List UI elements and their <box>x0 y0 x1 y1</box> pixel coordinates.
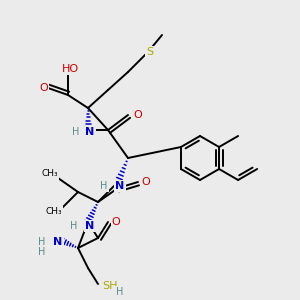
Text: O: O <box>40 83 48 93</box>
Text: CH₃: CH₃ <box>46 208 62 217</box>
Text: H: H <box>100 181 108 191</box>
Text: O: O <box>134 110 142 120</box>
Text: N: N <box>85 221 94 231</box>
Text: N: N <box>53 237 63 247</box>
Text: HO: HO <box>61 64 79 74</box>
Text: SH: SH <box>102 281 118 291</box>
Text: CH₃: CH₃ <box>42 169 58 178</box>
Text: H: H <box>72 127 80 137</box>
Text: N: N <box>85 127 94 137</box>
Text: H: H <box>38 237 46 247</box>
Text: S: S <box>146 47 154 57</box>
Text: H: H <box>38 247 46 257</box>
Text: O: O <box>142 177 150 187</box>
Text: O: O <box>112 217 120 227</box>
Text: H: H <box>116 287 124 297</box>
Text: N: N <box>116 181 124 191</box>
Text: H: H <box>70 221 78 231</box>
